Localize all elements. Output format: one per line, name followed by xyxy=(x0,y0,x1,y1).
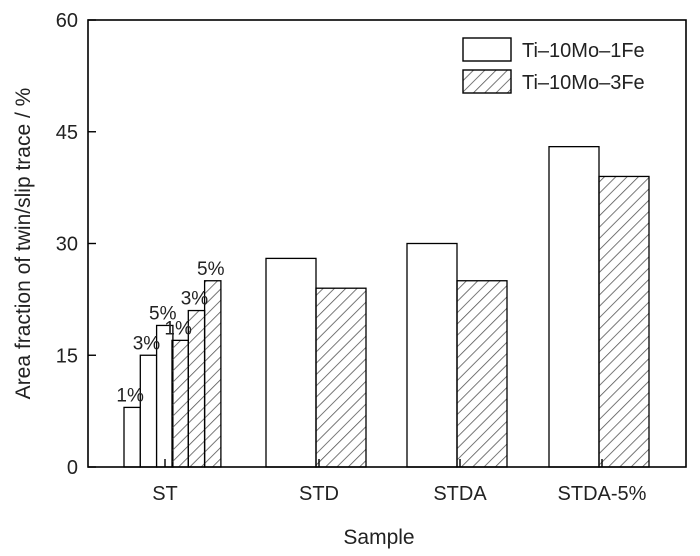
bar-std-ti-10mo-3fe xyxy=(315,287,367,468)
y-tick-label: 0 xyxy=(67,457,78,479)
y-tick-label: 30 xyxy=(56,234,78,256)
legend-label-ti-10mo-3fe: Ti–10Mo–3Fe xyxy=(522,72,645,94)
data-label: 3% xyxy=(133,333,161,354)
bar-stda-5-ti-10mo-3fe xyxy=(598,175,650,468)
bar-st-ti-10mo-1fe-1 xyxy=(123,406,141,468)
x-tick-label-stda-5: STDA-5% xyxy=(558,483,647,505)
legend-swatch-ti-10mo-3fe xyxy=(462,69,512,94)
legend: Ti–10Mo–1Fe Ti–10Mo–3Fe xyxy=(462,37,645,94)
y-tick-label: 60 xyxy=(56,10,78,32)
legend-swatch-ti-10mo-1fe xyxy=(462,37,512,62)
x-tick-label-stda: STDA xyxy=(433,483,487,505)
data-label: 1% xyxy=(116,385,144,406)
data-label: 1% xyxy=(164,318,192,339)
bar-stda-ti-10mo-3fe xyxy=(456,280,508,468)
bar-st-ti-10mo-1fe-3 xyxy=(139,354,158,468)
y-tick-label: 15 xyxy=(56,345,78,367)
data-label: 5% xyxy=(149,303,177,324)
legend-label-ti-10mo-1fe: Ti–10Mo–1Fe xyxy=(522,40,645,62)
x-tick-label-std: STD xyxy=(299,483,339,505)
bar-stda-ti-10mo-1fe xyxy=(406,242,458,468)
bars xyxy=(123,145,650,468)
y-axis-title: Area fraction of twin/slip trace / % xyxy=(12,88,35,400)
data-labels: 1%3%5%1%3%5% xyxy=(116,259,224,407)
y-tick-label: 45 xyxy=(56,122,78,144)
x-axis: ST STD STDA STDA-5% xyxy=(152,459,647,505)
data-label: 3% xyxy=(181,289,209,310)
x-axis-title: Sample xyxy=(343,526,414,549)
y-axis: 0 15 30 45 60 xyxy=(56,10,96,479)
bar-st-ti-10mo-3fe-1 xyxy=(171,339,189,468)
bar-std-ti-10mo-1fe xyxy=(265,257,317,468)
data-label: 5% xyxy=(197,259,225,280)
x-tick-label-st: ST xyxy=(152,483,178,505)
bar-stda-5-ti-10mo-1fe xyxy=(548,145,600,468)
